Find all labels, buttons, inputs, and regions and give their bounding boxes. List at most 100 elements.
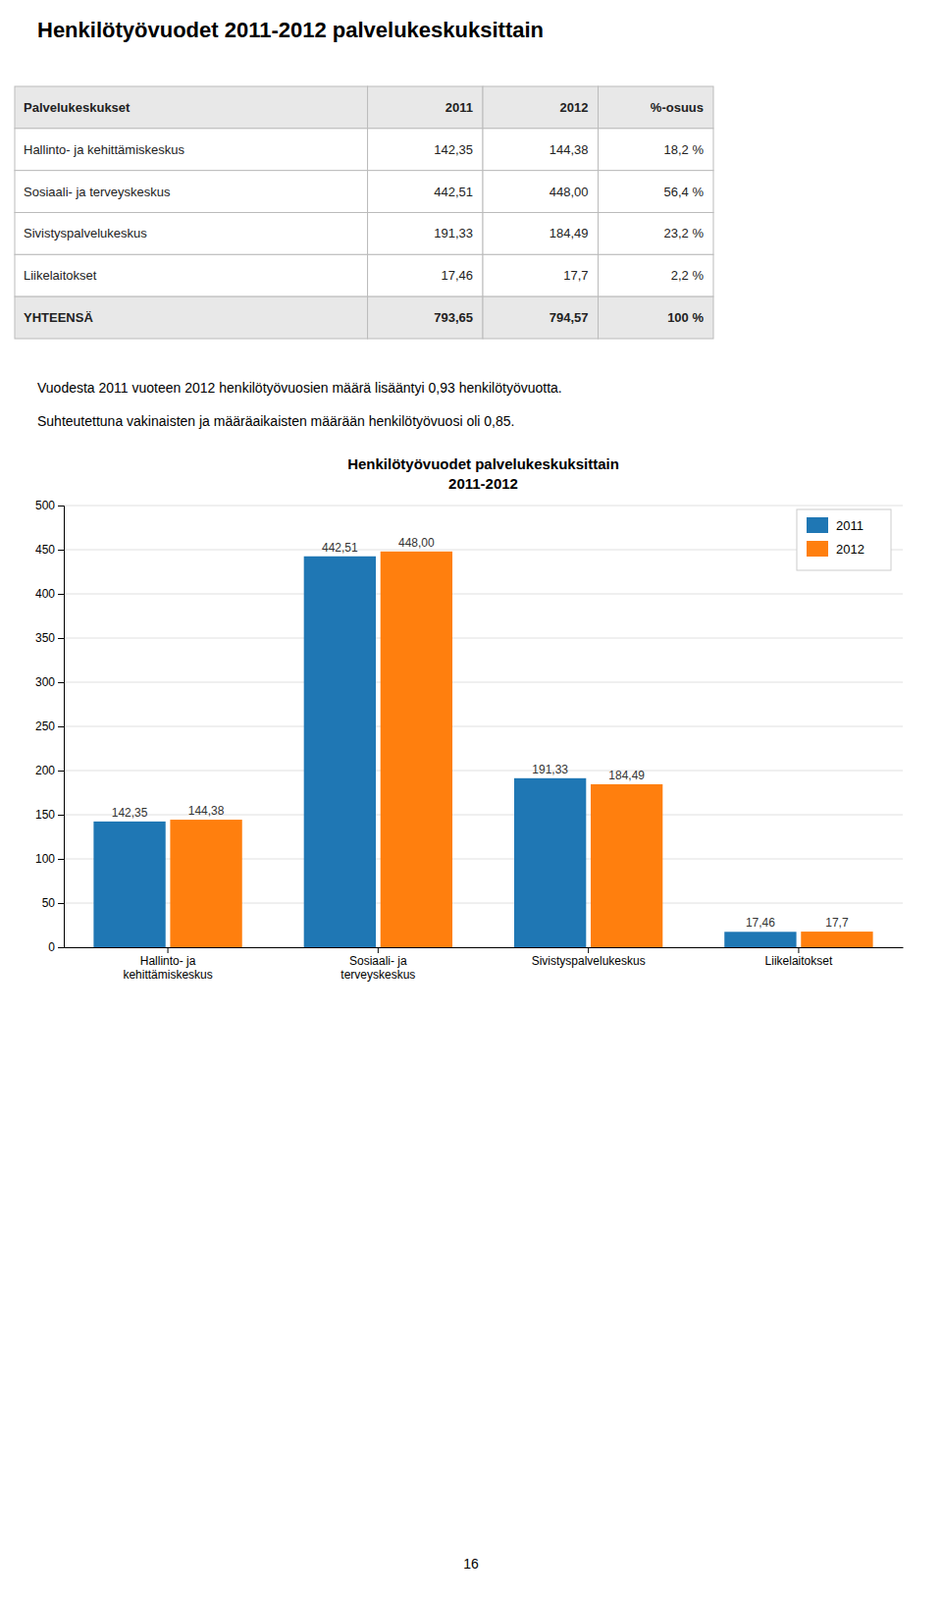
- table-header: %-osuus: [650, 100, 704, 115]
- tick-label-line: Sosiaali- ja: [349, 953, 408, 968]
- tick-label: 50: [42, 895, 56, 910]
- axis-line: [64, 946, 904, 948]
- table-text: 142,35: [433, 142, 473, 157]
- grid-line: [63, 637, 903, 639]
- bar: [514, 778, 586, 947]
- tick-label: 350: [35, 630, 55, 645]
- data-label: 448,00: [398, 535, 435, 550]
- legend-label: 2012: [836, 541, 865, 557]
- tick-label: Liikelaitokset: [765, 953, 834, 968]
- tick-label: 450: [35, 542, 55, 557]
- y-tick: 250: [35, 719, 64, 733]
- table-text: 23,2 %: [664, 225, 705, 241]
- y-axis: 050100150200250300350400450500: [35, 498, 65, 954]
- table-text: Sosiaali- ja terveyskeskus: [23, 184, 171, 200]
- table-cell: [598, 128, 714, 171]
- table-text: YHTEENSÄ: [23, 310, 94, 325]
- table-text: 191,33: [433, 225, 473, 241]
- table-cell: [367, 296, 483, 339]
- tick-label-line: kehittämiskeskus: [122, 967, 212, 982]
- tick-label: 200: [35, 763, 55, 778]
- tick-label-line: Liikelaitokset: [765, 953, 834, 968]
- tick-label: Sivistyspalvelukeskus: [531, 953, 646, 968]
- tick-label: 150: [35, 807, 55, 822]
- x-tick: Liikelaitokset: [765, 946, 834, 968]
- table-header: 2011: [445, 100, 473, 115]
- table-text: 794,57: [549, 310, 589, 325]
- data-label: 442,51: [321, 540, 359, 555]
- table-cell: [482, 128, 598, 171]
- table-text: Liikelaitokset: [23, 267, 98, 283]
- table-cell: [598, 254, 714, 297]
- grid-line: [63, 770, 903, 772]
- chart-subtitle: 2011-2012: [448, 474, 519, 492]
- table-cell: [367, 212, 483, 256]
- tick-mark: [797, 946, 799, 953]
- y-tick: 150: [35, 807, 64, 822]
- table-text: 100 %: [667, 310, 704, 325]
- tick-label: 400: [35, 586, 55, 601]
- bar: [169, 819, 242, 947]
- tick-mark: [57, 814, 64, 816]
- tick-label-line: Hallinto- ja: [140, 953, 197, 968]
- tick-mark: [57, 637, 64, 639]
- y-tick: 450: [35, 542, 64, 557]
- tick-mark: [57, 858, 64, 860]
- tick-label: Sosiaali- jaterveyskeskus: [340, 953, 416, 982]
- y-tick: 200: [35, 763, 64, 778]
- tick-label-line: terveyskeskus: [340, 967, 416, 982]
- bar: [93, 821, 165, 947]
- x-tick: Sivistyspalvelukeskus: [531, 946, 646, 968]
- table: Palvelukeskukset20112012%-osuusHallinto-…: [14, 86, 714, 339]
- table-cell: [367, 254, 483, 297]
- tick-label: Hallinto- jakehittämiskeskus: [122, 953, 212, 982]
- table-text: 184,49: [549, 225, 589, 241]
- y-tick: 50: [42, 895, 64, 910]
- page-title: Henkilötyövuodet 2011-2012 palvelukeskuk…: [37, 17, 544, 43]
- table-cell: [14, 212, 368, 256]
- table-cell: [14, 170, 368, 213]
- legend-frame: [796, 509, 891, 571]
- bar: [380, 551, 453, 947]
- table-cell: [367, 86, 483, 129]
- grid-line: [63, 681, 903, 683]
- table-text: Sivistyspalvelukeskus: [23, 225, 148, 241]
- table-cell: [482, 254, 598, 297]
- table-cell: [14, 86, 368, 129]
- tick-label: 250: [35, 719, 55, 733]
- tick-mark: [587, 946, 589, 953]
- page-number: 16: [463, 1555, 479, 1571]
- tick-label-line: Sivistyspalvelukeskus: [531, 953, 646, 968]
- table-text: 2,2 %: [671, 267, 705, 283]
- y-tick: 350: [35, 630, 64, 645]
- table-cell: [598, 86, 714, 129]
- tick-mark: [167, 946, 169, 953]
- grid-line: [63, 549, 903, 551]
- chart-title: Henkilötyövuodet palvelukeskuksittain: [347, 455, 620, 472]
- table-text: 442,51: [433, 184, 473, 200]
- table-cell: [482, 170, 598, 213]
- tick-mark: [377, 946, 379, 953]
- table-cell: [482, 86, 598, 129]
- legend-swatch: [806, 517, 829, 533]
- x-tick: Hallinto- jakehittämiskeskus: [122, 946, 212, 982]
- table-cell: [598, 170, 714, 213]
- table-text: 793,65: [433, 310, 473, 325]
- legend-item: 2011: [806, 517, 864, 533]
- tick-label: 0: [48, 940, 55, 954]
- tick-label: 100: [35, 851, 55, 866]
- table-cell: [14, 254, 368, 297]
- tick-mark: [57, 770, 64, 772]
- table-text: Hallinto- ja kehittämiskeskus: [23, 142, 186, 157]
- table-header: 2012: [560, 100, 589, 115]
- data-label: 184,49: [608, 768, 645, 783]
- legend-swatch: [806, 540, 829, 557]
- page: Henkilötyövuodet 2011-2012 palvelukeskuk…: [0, 0, 942, 1600]
- data-labels: 142,35442,51191,3317,46144,38448,00184,4…: [111, 535, 849, 930]
- y-tick: 0: [48, 940, 64, 954]
- table-cell: [598, 212, 714, 256]
- data-label: 142,35: [111, 805, 149, 820]
- grid-line: [63, 726, 903, 728]
- table-cell: [482, 296, 598, 339]
- tick-mark: [57, 946, 64, 948]
